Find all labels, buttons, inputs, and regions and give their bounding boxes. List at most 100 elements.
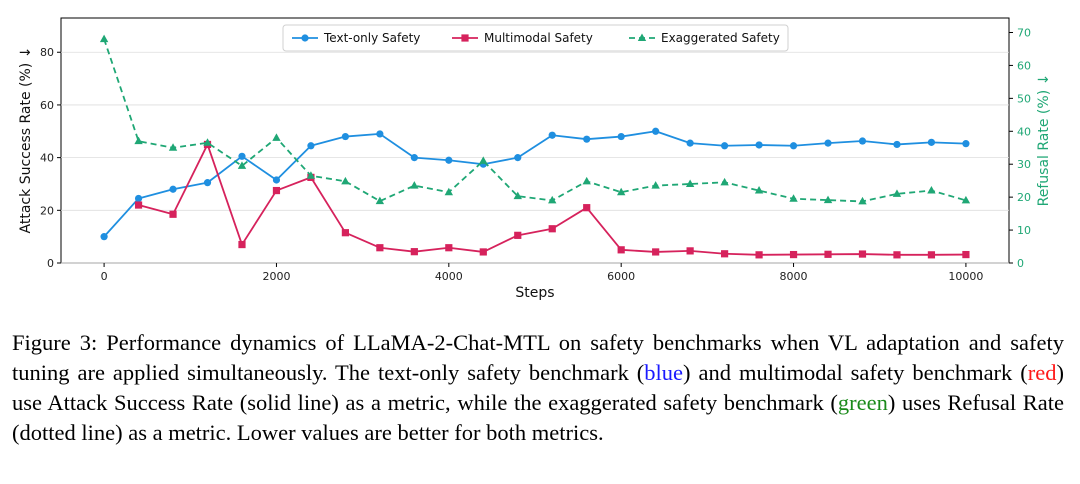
data-point-exaggerated-safety xyxy=(927,186,936,194)
legend-box xyxy=(282,24,789,52)
data-point-exaggerated-safety xyxy=(616,187,626,196)
data-point-multimodal-safety xyxy=(445,244,453,252)
chart: 0 2000 4000 6000 8000 10000 0 20 40 60 80 0 10 20 30 40… xyxy=(18,17,1052,301)
data-point-text-only-safety xyxy=(445,156,453,164)
data-point-exaggerated-safety xyxy=(444,187,454,196)
series-line-text-only-safety xyxy=(103,130,966,238)
caption-part-4: ) uses Refusal Rate (dotted line) as a m… xyxy=(12,390,1064,445)
y-axis-label-right: Refusal Rate (%) ↓ xyxy=(1036,74,1052,207)
y-tick-label-left: 60 xyxy=(40,99,54,112)
y-axis-label-left: Attack Success Rate (%) ↓ xyxy=(18,47,34,234)
data-point-multimodal-safety xyxy=(583,204,591,212)
data-point-multimodal-safety xyxy=(272,186,281,195)
y-tick-label-left: 20 xyxy=(40,204,54,217)
data-point-multimodal-safety xyxy=(479,248,487,256)
series-line-exaggerated-safety xyxy=(103,38,967,203)
data-point-exaggerated-safety xyxy=(168,143,178,151)
legend-label-multimodal-safety: Multimodal Safety xyxy=(484,31,593,45)
legend: Text-only Safety Multimodal Safety Exagger… xyxy=(282,24,789,52)
data-point-exaggerated-safety xyxy=(685,179,695,187)
x-tick-label: 0 xyxy=(101,270,108,283)
data-point-exaggerated-safety xyxy=(548,195,557,204)
data-point-multimodal-safety xyxy=(755,251,763,259)
data-point-text-only-safety xyxy=(583,135,591,143)
caption-part-3: ) use Attack Success Rate (solid line) a… xyxy=(12,360,1064,415)
data-point-text-only-safety xyxy=(410,154,418,162)
y-tick-label-left: 40 xyxy=(40,152,54,165)
data-point-text-only-safety xyxy=(927,138,936,146)
legend-label-exaggerated-safety: Exaggerated Safety xyxy=(661,31,780,45)
x-tick-label: 4000 xyxy=(435,270,463,283)
data-point-multimodal-safety xyxy=(893,251,901,259)
legend-marker-multimodal-safety xyxy=(461,34,469,42)
data-point-multimodal-safety xyxy=(134,201,143,209)
data-point-text-only-safety xyxy=(100,233,108,241)
data-point-text-only-safety xyxy=(238,152,246,160)
data-point-text-only-safety xyxy=(893,140,901,149)
data-point-text-only-safety xyxy=(789,142,798,150)
data-point-text-only-safety xyxy=(514,154,522,162)
data-point-multimodal-safety xyxy=(238,240,246,249)
data-point-multimodal-safety xyxy=(548,225,556,233)
data-point-multimodal-safety xyxy=(341,229,349,237)
data-point-text-only-safety xyxy=(376,130,384,138)
data-point-exaggerated-safety xyxy=(375,196,385,205)
data-point-text-only-safety xyxy=(858,137,867,145)
y-tick-label-right: 0 xyxy=(1017,257,1024,270)
data-point-exaggerated-safety xyxy=(720,177,729,186)
data-point-text-only-safety xyxy=(203,179,212,187)
data-point-multimodal-safety xyxy=(789,250,798,259)
data-point-multimodal-safety xyxy=(652,248,660,256)
data-point-multimodal-safety xyxy=(721,250,729,258)
caption-part-1: Figure 3: Performance dynamics of LLaMA-… xyxy=(12,330,1064,385)
data-point-text-only-safety xyxy=(134,194,143,203)
data-point-exaggerated-safety xyxy=(892,189,902,197)
x-axis-label: Steps xyxy=(515,285,554,301)
data-point-exaggerated-safety xyxy=(237,161,247,169)
data-point-multimodal-safety xyxy=(617,246,625,254)
data-point-multimodal-safety xyxy=(169,210,177,218)
caption-green-word: green xyxy=(837,390,888,415)
data-point-exaggerated-safety xyxy=(789,194,798,202)
x-tick-label: 10000 xyxy=(948,270,983,283)
data-point-exaggerated-safety xyxy=(203,138,212,146)
data-point-text-only-safety xyxy=(686,139,694,147)
y-tick-label-left: 80 xyxy=(40,46,54,59)
data-point-text-only-safety xyxy=(307,142,315,150)
x-tick-label: 2000 xyxy=(262,270,290,283)
data-point-exaggerated-safety xyxy=(858,196,867,205)
data-point-exaggerated-safety xyxy=(823,195,833,204)
plot-area xyxy=(60,17,1010,264)
data-point-multimodal-safety xyxy=(927,251,936,259)
data-point-text-only-safety xyxy=(824,139,832,147)
data-point-exaggerated-safety xyxy=(513,191,522,200)
y-tick-label-right: 30 xyxy=(1017,158,1031,171)
data-point-exaggerated-safety xyxy=(99,34,109,43)
data-point-multimodal-safety xyxy=(962,250,970,259)
axis-ticks: 0 2000 4000 6000 8000 10000 0 20 40 60 80 0 10 20 30 40… xyxy=(40,26,1031,283)
data-point-exaggerated-safety xyxy=(479,156,488,164)
x-tick-label: 8000 xyxy=(780,270,808,283)
data-point-text-only-safety xyxy=(721,142,729,150)
caption-part-2: ) and multimodal safety benchmark ( xyxy=(683,360,1028,385)
data-point-multimodal-safety xyxy=(824,250,832,258)
data-point-exaggerated-safety xyxy=(651,181,660,189)
data-point-text-only-safety xyxy=(652,127,660,135)
legend-label-text-only-safety: Text-only Safety xyxy=(323,31,420,45)
figure-caption: Figure 3: Performance dynamics of LLaMA-… xyxy=(12,328,1064,448)
data-point-multimodal-safety xyxy=(858,250,867,258)
series-layer xyxy=(99,34,971,259)
data-point-exaggerated-safety xyxy=(272,133,281,141)
data-point-multimodal-safety xyxy=(410,248,418,256)
data-point-exaggerated-safety xyxy=(961,195,971,204)
data-point-multimodal-safety xyxy=(376,244,384,252)
y-tick-label-right: 10 xyxy=(1017,224,1031,237)
legend-marker-exaggerated-safety xyxy=(637,33,647,41)
y-tick-label-right: 50 xyxy=(1017,92,1031,105)
y-tick-label-right: 70 xyxy=(1017,26,1031,39)
caption-red-word: red xyxy=(1027,360,1057,385)
legend-marker-text-only-safety xyxy=(301,34,309,42)
data-point-text-only-safety xyxy=(962,140,970,148)
gridlines xyxy=(61,51,1009,264)
data-point-text-only-safety xyxy=(341,132,349,141)
